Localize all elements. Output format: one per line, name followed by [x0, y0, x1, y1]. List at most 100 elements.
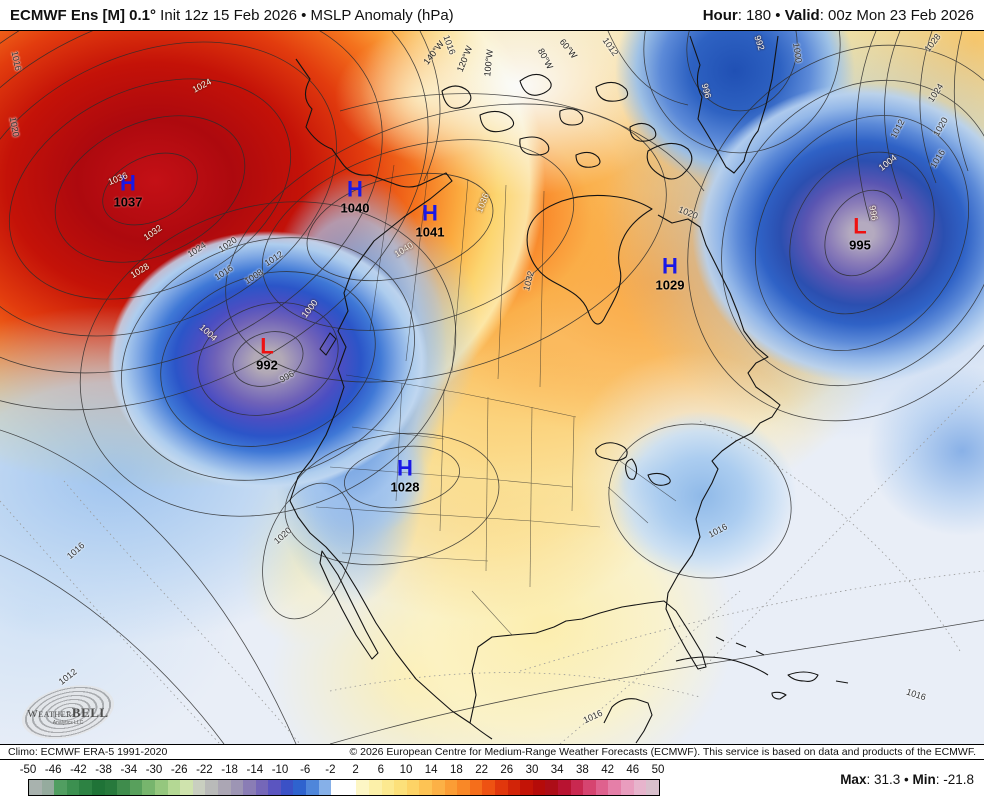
header-bar: ECMWF Ens [M] 0.1° Init 12z 15 Feb 2026 …	[0, 0, 984, 30]
colorbar-tick: 2	[352, 764, 359, 776]
colorbar-cell	[343, 780, 357, 795]
colorbar-cell	[331, 780, 344, 795]
colorbar-cell	[394, 780, 407, 795]
colorbar-tick: -30	[145, 764, 163, 776]
colorbar-cell	[192, 780, 206, 795]
colorbar-tick: -26	[170, 764, 188, 776]
political-borders	[315, 164, 677, 636]
colorbar-cell	[532, 780, 546, 795]
colorbar-cell	[129, 780, 143, 795]
colorbar-tick: 6	[377, 764, 384, 776]
colorbar-cell	[356, 780, 370, 795]
min-label: Min	[912, 772, 936, 787]
colorbar-tick: 38	[575, 764, 589, 776]
colorbar-cell	[432, 780, 445, 795]
colorbar-cell	[520, 780, 533, 795]
colorbar-tick: 34	[550, 764, 564, 776]
colorbar-cell	[608, 780, 621, 795]
colorbar-tick: -34	[120, 764, 138, 776]
attribution-bar: Climo: ECMWF ERA-5 1991-2020 © 2026 Euro…	[0, 745, 984, 760]
weather-map: H 1037 L 992 H 1040 H 1041 H 1029 L 995 H 1028 1016 102…	[0, 30, 984, 745]
separator: •	[771, 6, 785, 24]
colorbar-tick: -6	[300, 764, 311, 776]
max-value: : 31.3	[866, 772, 901, 787]
colorbar-cell	[180, 780, 193, 795]
colorbar-cells	[28, 779, 660, 796]
colorbar-ticks: -50 -46 -42 -38 -34 -30 -26 -22 -18 -14 -10 -6 -2 2 6 1…	[20, 764, 665, 778]
colorbar-tick: 46	[626, 764, 640, 776]
colorbar-tick: -50	[19, 764, 37, 776]
colorbar-tick: 30	[525, 764, 539, 776]
colorbar-tick: -38	[95, 764, 112, 776]
coastlines	[289, 35, 849, 744]
logo-text-weather: Weather	[27, 708, 72, 720]
colorbar-cell	[293, 780, 307, 795]
colorbar-cell	[268, 780, 281, 795]
colorbar-tick: -22	[196, 764, 213, 776]
colorbar-cell	[633, 780, 647, 795]
colorbar-cell	[54, 780, 67, 795]
colorbar-cell	[91, 780, 105, 795]
colorbar-cell	[369, 780, 382, 795]
colorbar-cell	[230, 780, 244, 795]
map-title: ECMWF Ens [M] 0.1° Init 12z 15 Feb 2026 …	[10, 7, 454, 24]
colorbar-cell	[41, 780, 55, 795]
colorbar-cell	[419, 780, 432, 795]
colorbar-cell	[457, 780, 470, 795]
colorbar-tick: 22	[475, 764, 488, 776]
map-linework	[0, 31, 984, 744]
colorbar-cell	[66, 780, 80, 795]
colorbar-cell	[482, 780, 495, 795]
colorbar-tick: 10	[399, 764, 413, 776]
colorbar-cell	[255, 780, 269, 795]
colorbar-tick: 42	[601, 764, 614, 776]
colorbar: -50 -46 -42 -38 -34 -30 -26 -22 -18 -14 -10 -6 -2 2 6 1…	[20, 764, 665, 796]
max-min-stats: Max: 31.3 • Min: -21.8	[840, 772, 974, 787]
colorbar-tick: -10	[271, 764, 289, 776]
logo-text: WeatherBELL	[10, 705, 126, 721]
separator: •	[900, 772, 913, 787]
logo-text-bell: BELL	[71, 705, 109, 720]
colorbar-cell	[142, 780, 155, 795]
weatherbell-logo: WeatherBELL Analytics LLC	[10, 676, 126, 744]
colorbar-cell	[167, 780, 181, 795]
colorbar-cell	[570, 780, 584, 795]
logo-subtext: Analytics LLC	[52, 720, 84, 726]
colorbar-cell	[104, 780, 118, 795]
colorbar-cell	[79, 780, 92, 795]
colorbar-tick: -42	[70, 764, 87, 776]
climo-text: Climo: ECMWF ERA-5 1991-2020	[8, 746, 168, 758]
colorbar-cell	[595, 780, 609, 795]
model-name: ECMWF Ens [M] 0.1°	[10, 6, 157, 24]
colorbar-cell	[494, 780, 508, 795]
colorbar-cell	[154, 780, 168, 795]
colorbar-cell	[469, 780, 483, 795]
colorbar-cell	[507, 780, 521, 795]
legend-zone: -50 -46 -42 -38 -34 -30 -26 -22 -18 -14 -10 -6 -2 2 6 1…	[0, 760, 984, 808]
colorbar-tick: -2	[325, 764, 336, 776]
colorbar-tick: -18	[221, 764, 238, 776]
colorbar-tick: 14	[424, 764, 438, 776]
hour-label: Hour	[702, 6, 738, 24]
colorbar-cell	[205, 780, 218, 795]
pressure-contours	[0, 31, 984, 744]
valid-info: Hour: 180 • Valid: 00z Mon 23 Feb 2026	[703, 7, 974, 24]
colorbar-cell	[557, 780, 571, 795]
copyright-text: © 2026 European Centre for Medium-Range …	[349, 746, 976, 758]
colorbar-tick: -14	[246, 764, 264, 776]
hour-value: : 180	[737, 6, 772, 24]
colorbar-cell	[318, 780, 332, 795]
colorbar-cell	[406, 780, 420, 795]
colorbar-cell	[381, 780, 395, 795]
colorbar-cell	[545, 780, 558, 795]
colorbar-tick: -46	[44, 764, 62, 776]
colorbar-cell	[217, 780, 231, 795]
colorbar-cell	[280, 780, 294, 795]
colorbar-cell	[306, 780, 319, 795]
colorbar-tick: 26	[500, 764, 514, 776]
init-info: Init 12z 15 Feb 2026 • MSLP Anomaly (hPa…	[156, 6, 454, 24]
colorbar-cell	[243, 780, 256, 795]
min-value: : -21.8	[935, 772, 974, 787]
graticule-lines	[0, 380, 984, 744]
valid-label: Valid	[784, 6, 820, 24]
